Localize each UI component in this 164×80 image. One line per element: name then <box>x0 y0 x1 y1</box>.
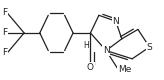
Text: N: N <box>103 46 110 55</box>
Text: F: F <box>2 48 7 57</box>
Text: S: S <box>147 43 152 52</box>
Text: F: F <box>2 8 7 17</box>
Text: O: O <box>87 63 94 72</box>
Text: N: N <box>112 17 119 26</box>
Text: Me: Me <box>118 65 132 74</box>
Text: F: F <box>2 28 7 37</box>
Text: H: H <box>83 41 89 50</box>
